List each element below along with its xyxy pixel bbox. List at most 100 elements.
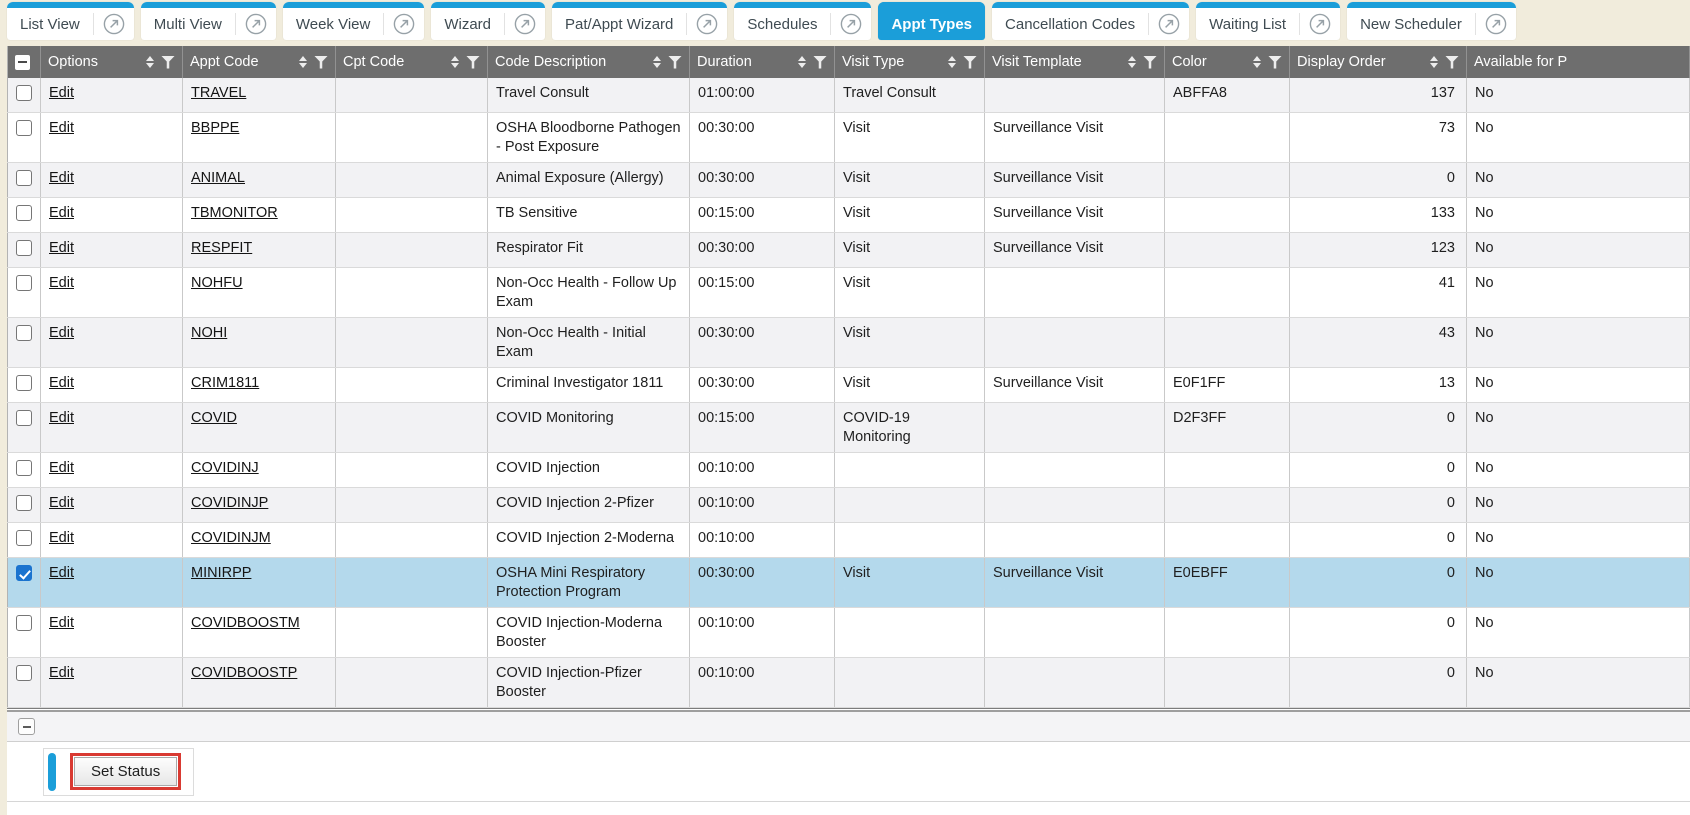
row-checkbox[interactable] <box>16 460 32 476</box>
row-checkbox[interactable] <box>16 120 32 136</box>
column-label: Visit Template <box>992 54 1082 70</box>
row-checkbox[interactable] <box>16 495 32 511</box>
row-checkbox[interactable] <box>16 410 32 426</box>
edit-link[interactable]: Edit <box>49 85 74 101</box>
column-header[interactable]: Duration <box>689 46 835 78</box>
appt-code-link[interactable]: COVID <box>191 410 237 426</box>
popout-icon[interactable] <box>94 13 134 35</box>
filter-icon[interactable] <box>1143 55 1157 69</box>
appt-code-link[interactable]: COVIDINJ <box>191 460 259 476</box>
appt-code-link[interactable]: COVIDINJM <box>191 530 271 546</box>
column-header[interactable]: Display Order <box>1289 46 1467 78</box>
appt-code-link[interactable]: TBMONITOR <box>191 205 278 221</box>
tab-waiting-list[interactable]: Waiting List <box>1196 2 1341 40</box>
tab-appt-types[interactable]: Appt Types <box>878 2 986 40</box>
filter-icon[interactable] <box>466 55 480 69</box>
appt-code-link[interactable]: RESPFIT <box>191 240 253 256</box>
appt-code-link[interactable]: COVIDBOOSTM <box>191 615 300 631</box>
popout-icon[interactable] <box>236 13 276 35</box>
column-header[interactable]: Cpt Code <box>335 46 488 78</box>
column-header[interactable]: Code Description <box>487 46 690 78</box>
popout-icon[interactable] <box>384 13 424 35</box>
tab-pat-appt-wizard[interactable]: Pat/Appt Wizard <box>552 2 728 40</box>
row-checkbox[interactable] <box>16 375 32 391</box>
filter-icon[interactable] <box>1445 55 1459 69</box>
appt-code-link[interactable]: NOHI <box>191 325 228 341</box>
row-checkbox[interactable] <box>16 205 32 221</box>
filter-icon[interactable] <box>161 55 175 69</box>
tab-wizard[interactable]: Wizard <box>431 2 546 40</box>
column-header[interactable]: Options <box>40 46 183 78</box>
appt-code-link[interactable]: NOHFU <box>191 275 243 291</box>
table-row: Edit COVIDINJ COVID Injection 00:10:00 0… <box>7 452 1690 488</box>
row-checkbox[interactable] <box>16 85 32 101</box>
edit-link[interactable]: Edit <box>49 530 74 546</box>
appt-code-link[interactable]: COVIDBOOSTP <box>191 665 298 681</box>
filter-icon[interactable] <box>668 55 682 69</box>
appt-code-link[interactable]: CRIM1811 <box>191 375 260 391</box>
sort-icon[interactable] <box>948 56 956 68</box>
sort-icon[interactable] <box>146 56 154 68</box>
tab-multi-view[interactable]: Multi View <box>140 2 276 40</box>
sort-icon[interactable] <box>451 56 459 68</box>
row-checkbox[interactable] <box>16 325 32 341</box>
column-label: Options <box>48 54 98 70</box>
sort-icon[interactable] <box>798 56 806 68</box>
row-checkbox[interactable] <box>16 565 32 581</box>
column-header[interactable]: Available for P <box>1466 46 1690 78</box>
edit-link[interactable]: Edit <box>49 665 74 681</box>
popout-icon[interactable] <box>1476 13 1516 35</box>
column-header[interactable] <box>7 46 41 78</box>
tab-week-view[interactable]: Week View <box>282 2 425 40</box>
edit-link[interactable]: Edit <box>49 205 74 221</box>
filter-icon[interactable] <box>963 55 977 69</box>
filter-icon[interactable] <box>813 55 827 69</box>
edit-link[interactable]: Edit <box>49 615 74 631</box>
tab-list-view[interactable]: List View <box>7 2 134 40</box>
column-header[interactable]: Visit Template <box>984 46 1165 78</box>
edit-link[interactable]: Edit <box>49 565 74 581</box>
row-checkbox[interactable] <box>16 530 32 546</box>
edit-link[interactable]: Edit <box>49 240 74 256</box>
filter-icon[interactable] <box>314 55 328 69</box>
appt-code-link[interactable]: TRAVEL <box>191 85 247 101</box>
edit-link[interactable]: Edit <box>49 410 74 426</box>
column-header[interactable]: Appt Code <box>182 46 336 78</box>
edit-link[interactable]: Edit <box>49 170 74 186</box>
sort-icon[interactable] <box>1253 56 1261 68</box>
column-header[interactable]: Color <box>1164 46 1290 78</box>
edit-link[interactable]: Edit <box>49 460 74 476</box>
appt-code-link[interactable]: ANIMAL <box>191 170 245 186</box>
color-cell <box>1164 197 1290 233</box>
sort-icon[interactable] <box>1430 56 1438 68</box>
row-checkbox[interactable] <box>16 275 32 291</box>
row-checkbox[interactable] <box>16 665 32 681</box>
appt-code-link[interactable]: BBPPE <box>191 120 240 136</box>
tab-cancellation-codes[interactable]: Cancellation Codes <box>992 2 1190 40</box>
edit-link[interactable]: Edit <box>49 375 74 391</box>
popout-icon[interactable] <box>1149 13 1189 35</box>
edit-link[interactable]: Edit <box>49 325 74 341</box>
row-checkbox[interactable] <box>16 615 32 631</box>
row-checkbox[interactable] <box>16 240 32 256</box>
popout-icon[interactable] <box>505 13 545 35</box>
edit-link[interactable]: Edit <box>49 275 74 291</box>
sort-icon[interactable] <box>653 56 661 68</box>
set-status-button[interactable]: Set Status <box>74 757 178 786</box>
edit-link[interactable]: Edit <box>49 120 74 136</box>
collapse-toggle-icon[interactable] <box>18 718 35 735</box>
filter-icon[interactable] <box>1268 55 1282 69</box>
sort-icon[interactable] <box>299 56 307 68</box>
appt-code-link[interactable]: MINIRPP <box>191 565 252 581</box>
appt-code-link[interactable]: COVIDINJP <box>191 495 269 511</box>
tab-new-scheduler[interactable]: New Scheduler <box>1347 2 1516 40</box>
tab-schedules[interactable]: Schedules <box>734 2 872 40</box>
popout-icon[interactable] <box>831 13 871 35</box>
popout-icon[interactable] <box>687 13 727 35</box>
row-checkbox[interactable] <box>16 170 32 186</box>
sort-icon[interactable] <box>1128 56 1136 68</box>
popout-icon[interactable] <box>1300 13 1340 35</box>
select-all-checkbox[interactable] <box>15 54 30 70</box>
column-header[interactable]: Visit Type <box>834 46 985 78</box>
edit-link[interactable]: Edit <box>49 495 74 511</box>
